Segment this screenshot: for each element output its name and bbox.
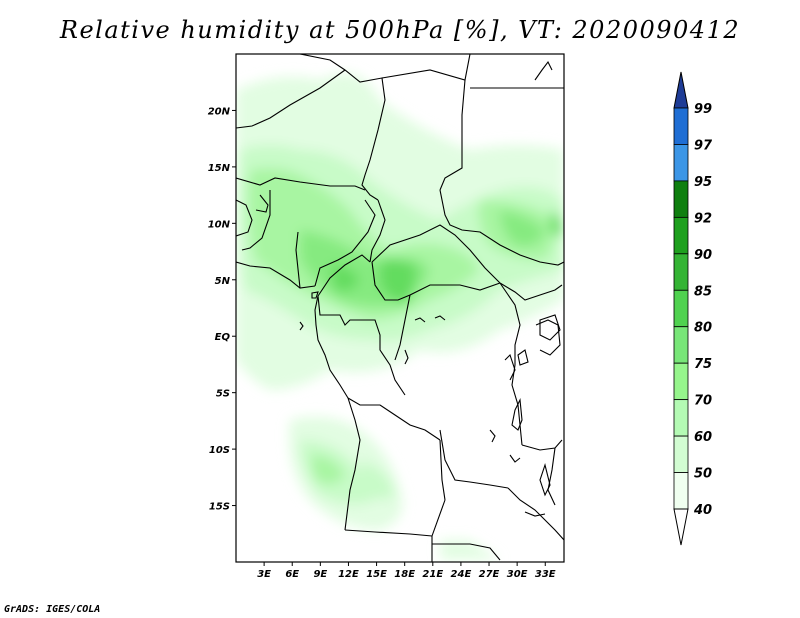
colorbar-label: 70: [694, 394, 712, 409]
lat-tick-label: 10S: [209, 445, 230, 456]
map-frame: [235, 53, 565, 563]
colorbar-segment: [673, 435, 689, 473]
colorbar-label: 75: [694, 357, 712, 372]
map-title: Relative humidity at 500hPa [%], VT: 202…: [59, 16, 741, 44]
colorbar-label: 95: [694, 175, 712, 190]
colorbar-label: 90: [694, 248, 712, 263]
map-plot-area: [235, 53, 565, 563]
colorbar-label: 60: [694, 430, 712, 445]
lon-tick-label: 21E: [422, 569, 443, 580]
lat-tick-label: 5S: [216, 389, 230, 400]
colorbar-label: 97: [694, 138, 713, 153]
lon-tick-label: 12E: [338, 569, 359, 580]
country-borders: [236, 54, 564, 562]
colorbar-segment: [673, 253, 689, 291]
colorbar-segment: [673, 472, 689, 510]
colorbar-segment: [673, 289, 689, 328]
colorbar-label: 99: [694, 102, 712, 117]
colorbar-label: 50: [694, 467, 712, 482]
lat-tick-label: 5N: [215, 276, 231, 287]
humidity-field: [236, 73, 564, 560]
lon-tick-label: 15E: [366, 569, 387, 580]
lon-tick-label: 24E: [451, 569, 472, 580]
colorbar-top-arrow: [673, 71, 689, 109]
colorbar: 99 97 95 92 90 85 80 75 70 60 50 40: [673, 71, 713, 546]
colorbar-segment: [673, 180, 689, 218]
lat-tick-label: 15S: [209, 502, 230, 513]
longitude-axis: 3E 6E 9E 12E 15E 18E 21E 24E 27E 30E 33E: [257, 562, 556, 580]
lat-tick-label: 15N: [208, 163, 231, 174]
colorbar-segment: [673, 216, 689, 255]
lat-tick-label: EQ: [215, 332, 231, 343]
colorbar-segment: [673, 399, 689, 437]
colorbar-label: 80: [694, 321, 712, 336]
lon-tick-label: 3E: [257, 569, 271, 580]
lon-tick-label: 6E: [285, 569, 299, 580]
lon-tick-label: 9E: [313, 569, 327, 580]
lon-tick-label: 27E: [479, 569, 500, 580]
colorbar-segment: [673, 326, 689, 364]
lat-tick-label: 20N: [208, 106, 231, 117]
lon-tick-label: 30E: [507, 569, 528, 580]
colorbar-segment: [673, 107, 689, 145]
lon-tick-label: 33E: [535, 569, 556, 580]
lon-tick-label: 18E: [394, 569, 415, 580]
colorbar-segment: [673, 362, 689, 401]
colorbar-label: 40: [693, 503, 712, 518]
colorbar-label: 92: [694, 211, 712, 226]
colorbar-label: 85: [694, 284, 712, 299]
colorbar-segment: [673, 144, 689, 182]
latitude-axis: 20N 15N 10N 5N EQ 5S 10S 15S: [208, 106, 236, 513]
colorbar-bottom-arrow: [673, 508, 689, 546]
lat-tick-label: 10N: [208, 219, 231, 230]
grads-credit: GrADS: IGES/COLA: [4, 604, 101, 615]
